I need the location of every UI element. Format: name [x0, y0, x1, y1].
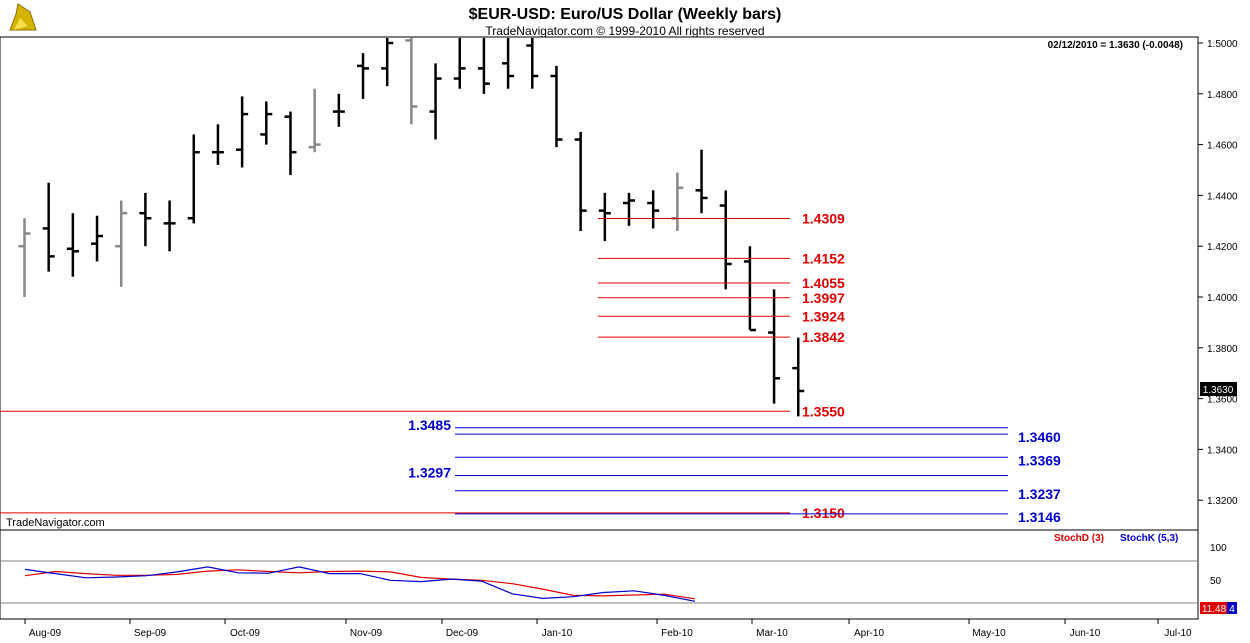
ohlc-bar [695, 149, 708, 214]
ohlc-bar [284, 111, 297, 176]
price-y-axis: 1.5000 1.4800 1.4600 1.4400 1.4200 1.4000 1.38… [1198, 39, 1238, 507]
price-tick-label: 1.3400 [1207, 445, 1238, 456]
ohlc-bar [187, 134, 200, 224]
ohlc-bar [115, 200, 128, 287]
ohlc-bar [477, 37, 490, 94]
x-tick-label: Jun-10 [1070, 628, 1101, 639]
level-label: 1.3485 [408, 417, 451, 433]
ohlc-bar [429, 63, 442, 140]
ohlc-bar [453, 37, 466, 89]
x-tick-label: Feb-10 [661, 628, 693, 639]
stochk-line [24, 566, 696, 602]
price-tick-label: 1.4200 [1207, 242, 1238, 253]
price-tick-label: 1.3800 [1207, 344, 1238, 355]
level-label: 1.4055 [802, 275, 845, 291]
price-tick-label: 1.4400 [1207, 191, 1238, 202]
ohlc-bar [502, 37, 515, 89]
price-tick-label: 1.4800 [1207, 90, 1238, 101]
level-label: 1.3237 [1018, 486, 1061, 502]
stochd-legend: StochD (3) [1054, 533, 1104, 544]
ohlc-bar [308, 88, 321, 153]
last-price-badge: 1.3630 [1200, 382, 1237, 396]
copyright-text: TradeNavigator.com © 1999-2010 All right… [485, 24, 764, 38]
level-label: 1.3369 [1018, 452, 1061, 468]
x-tick-label: Apr-10 [854, 628, 884, 639]
svg-text:11.48: 11.48 [1202, 604, 1227, 615]
x-tick-label: Aug-09 [29, 628, 62, 639]
last-quote-label: 02/12/2010 = 1.3630 (-0.0048) [1048, 40, 1183, 51]
ohlc-bar [18, 218, 31, 297]
x-tick-label: Dec-09 [446, 628, 479, 639]
price-bars [18, 37, 805, 417]
ohlc-bar [260, 101, 273, 145]
svg-text:1.3630: 1.3630 [1203, 385, 1234, 396]
ohlc-bar [526, 37, 539, 89]
x-tick-label: Nov-09 [350, 628, 383, 639]
stoch-tick-100: 100 [1210, 543, 1227, 554]
app-logo [0, 0, 1, 1]
x-axis: Aug-09 Sep-09 Oct-09 Nov-09 Dec-09 Jan-10 Feb-… [24, 619, 1192, 639]
level-label: 1.3550 [802, 403, 845, 419]
level-label: 1.3842 [802, 329, 845, 345]
level-label: 1.3460 [1018, 429, 1061, 445]
ohlc-bar [405, 37, 418, 125]
ohlc-bar [66, 213, 79, 277]
level-label: 1.3150 [802, 505, 845, 521]
ohlc-bar [671, 172, 684, 231]
logo-icon [9, 3, 37, 31]
price-tick-label: 1.3600 [1207, 395, 1238, 406]
x-tick-label: May-10 [972, 628, 1006, 639]
x-tick-label: Sep-09 [134, 628, 167, 639]
ohlc-bar [42, 182, 55, 272]
price-tick-label: 1.4600 [1207, 141, 1238, 152]
ohlc-bar [163, 200, 176, 252]
x-tick-label: Mar-10 [756, 628, 788, 639]
ohlc-bar [357, 53, 370, 99]
ohlc-bar [719, 190, 732, 290]
svg-text:4: 4 [1229, 604, 1235, 615]
stochk-badge: 4 [1227, 602, 1237, 615]
ohlc-bar [768, 289, 781, 404]
level-label: 1.3146 [1018, 509, 1061, 525]
stochk-legend: StochK (5,3) [1120, 533, 1178, 544]
price-tick-label: 1.4000 [1207, 293, 1238, 304]
stoch-lines [24, 566, 696, 602]
ohlc-bar [332, 93, 345, 127]
chart-title: $EUR-USD: Euro/US Dollar (Weekly bars) [469, 6, 782, 23]
ohlc-bar [598, 192, 611, 242]
stoch-tick-50: 50 [1210, 576, 1222, 587]
level-label: 1.4309 [802, 211, 845, 227]
ohlc-bar [381, 37, 394, 87]
x-tick-label: Jul-10 [1164, 628, 1192, 639]
level-label: 1.3297 [408, 465, 451, 481]
ohlc-bar [574, 131, 587, 231]
stochd-badge: 11.48 [1200, 602, 1227, 615]
ohlc-bar [139, 192, 152, 247]
ohlc-bar [647, 190, 660, 229]
x-tick-label: Jan-10 [542, 628, 573, 639]
ohlc-bar [550, 65, 563, 148]
ohlc-bar [792, 337, 805, 417]
x-tick-label: Oct-09 [230, 628, 260, 639]
ohlc-bar [623, 192, 635, 226]
level-label: 1.3924 [802, 308, 845, 324]
price-tick-label: 1.5000 [1207, 39, 1238, 50]
watermark-label: TradeNavigator.com [6, 517, 105, 529]
level-label: 1.3997 [802, 290, 845, 306]
ohlc-bar [236, 96, 249, 168]
level-label: 1.4152 [802, 250, 845, 266]
price-tick-label: 1.3200 [1207, 496, 1238, 507]
ohlc-bar [91, 215, 104, 262]
ohlc-bar [211, 124, 224, 165]
